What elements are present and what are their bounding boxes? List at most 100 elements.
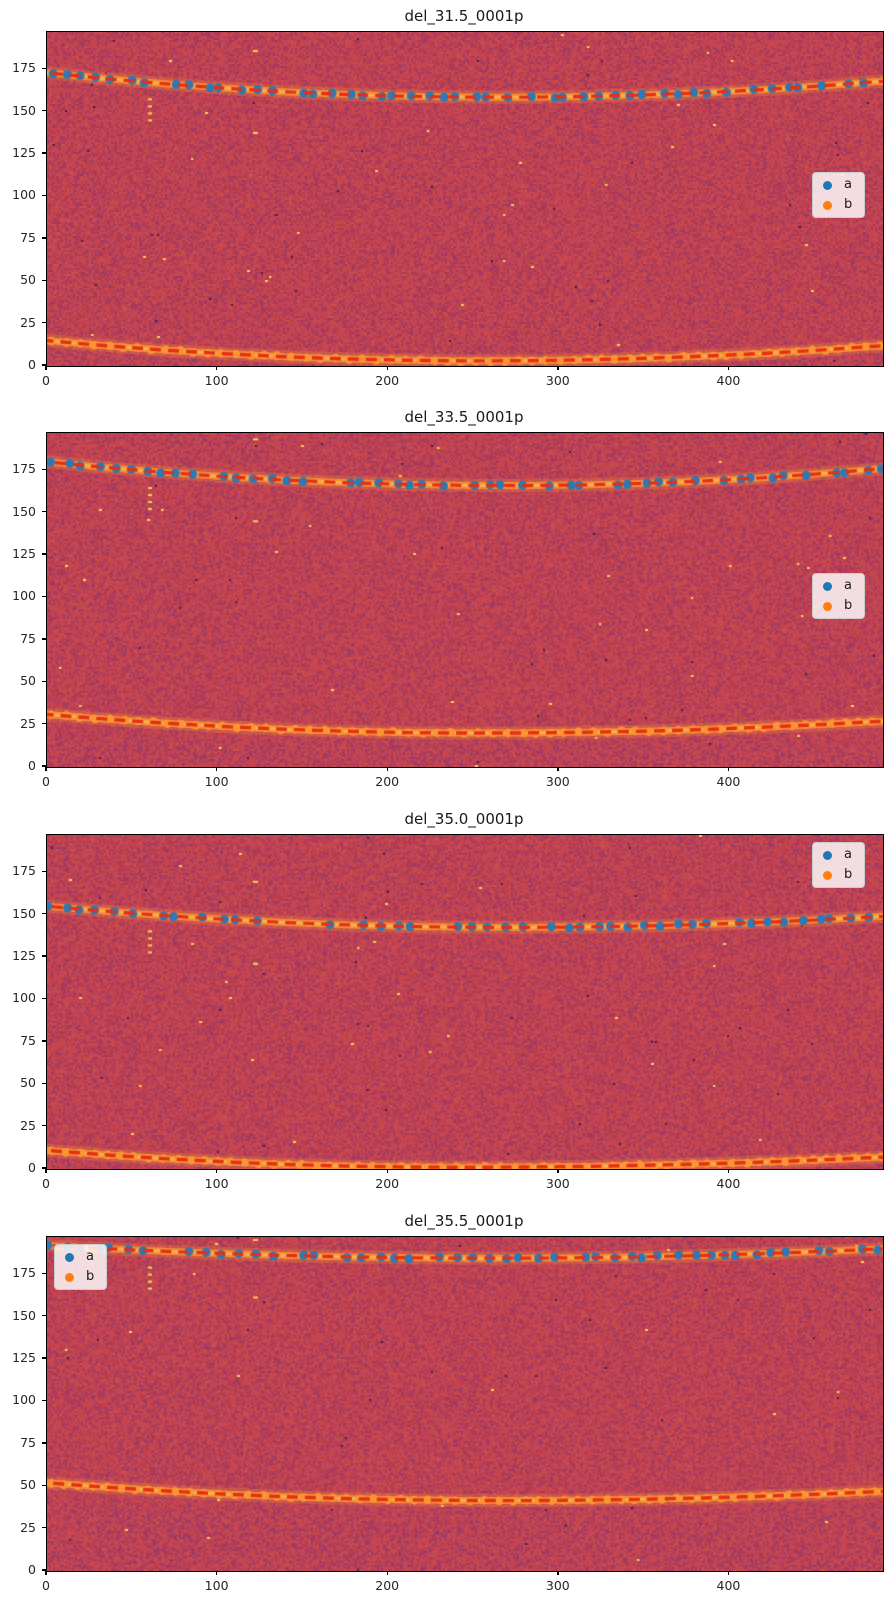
y-tick-mark bbox=[42, 870, 46, 872]
legend-label-b: b bbox=[844, 867, 853, 882]
legend-item-a: a bbox=[823, 579, 852, 593]
x-tick-mark bbox=[557, 1169, 559, 1173]
x-tick-mark bbox=[386, 1169, 388, 1173]
plot-title: del_31.5_0001p bbox=[404, 7, 524, 25]
x-tick-mark bbox=[45, 366, 47, 370]
x-tick-mark bbox=[727, 767, 730, 771]
y-tick-label: 175 bbox=[12, 60, 36, 76]
y-tick-mark bbox=[42, 1124, 46, 1127]
y-tick-mark bbox=[42, 765, 46, 767]
y-tick-label: 125 bbox=[12, 948, 36, 964]
x-tick-mark bbox=[557, 366, 559, 370]
legend-item-b: b bbox=[823, 599, 852, 613]
y-tick-label: 125 bbox=[12, 546, 36, 562]
plot-canvas bbox=[47, 835, 883, 1169]
plot-title: del_33.5_0001p bbox=[404, 408, 524, 426]
y-tick-label: 50 bbox=[20, 673, 36, 689]
y-tick-label: 150 bbox=[12, 1307, 36, 1323]
x-tick-mark bbox=[215, 1571, 218, 1575]
y-tick-mark bbox=[42, 109, 46, 112]
plot-canvas bbox=[47, 32, 883, 366]
x-tick-mark bbox=[386, 1571, 388, 1575]
y-tick-label: 25 bbox=[20, 1519, 36, 1535]
x-tick-mark bbox=[557, 1571, 559, 1575]
plot-title: del_35.0_0001p bbox=[404, 810, 524, 828]
x-tick-mark bbox=[727, 366, 730, 370]
legend-label-a: a bbox=[844, 847, 852, 862]
y-tick-mark bbox=[42, 152, 46, 154]
y-tick-mark bbox=[42, 1569, 46, 1571]
y-tick-mark bbox=[42, 1314, 46, 1317]
x-tick-label: 200 bbox=[375, 1578, 400, 1593]
legend-label-a: a bbox=[844, 177, 852, 192]
y-tick-label: 50 bbox=[20, 1477, 36, 1493]
y-tick-mark bbox=[42, 1040, 46, 1042]
y-tick-label: 100 bbox=[12, 588, 36, 604]
axes-area bbox=[46, 834, 884, 1170]
x-tick-mark bbox=[45, 1169, 47, 1173]
y-tick-mark bbox=[42, 680, 46, 682]
legend-item-b: b bbox=[65, 1270, 94, 1284]
y-tick-mark bbox=[42, 321, 46, 324]
y-tick-mark bbox=[42, 1357, 46, 1359]
y-tick-label: 75 bbox=[20, 1032, 36, 1048]
x-tick-label: 100 bbox=[204, 774, 229, 789]
axes-area bbox=[46, 31, 884, 367]
legend-label-b: b bbox=[844, 598, 853, 613]
y-tick-mark bbox=[42, 722, 46, 725]
y-tick-label: 0 bbox=[28, 357, 36, 372]
y-tick-label: 125 bbox=[12, 145, 36, 161]
y-tick-mark bbox=[42, 1399, 46, 1402]
x-tick-label: 0 bbox=[42, 1176, 50, 1191]
x-tick-label: 400 bbox=[716, 1578, 741, 1593]
y-tick-label: 100 bbox=[12, 990, 36, 1006]
y-tick-label: 100 bbox=[12, 187, 36, 203]
plot-canvas bbox=[47, 433, 883, 767]
y-tick-label: 25 bbox=[20, 715, 36, 731]
legend-marker-b-icon bbox=[823, 601, 832, 611]
x-tick-label: 100 bbox=[204, 1578, 229, 1593]
legend-item-a: a bbox=[65, 1250, 94, 1264]
y-tick-mark bbox=[42, 279, 46, 281]
legend-marker-a-icon bbox=[823, 180, 832, 190]
x-tick-mark bbox=[215, 1169, 218, 1173]
x-tick-label: 400 bbox=[716, 373, 741, 388]
x-tick-label: 0 bbox=[42, 774, 50, 789]
y-tick-label: 100 bbox=[12, 1392, 36, 1408]
y-tick-label: 25 bbox=[20, 1117, 36, 1133]
y-tick-mark bbox=[42, 997, 46, 1000]
legend-label-b: b bbox=[844, 197, 853, 212]
axes-area bbox=[46, 432, 884, 768]
legend-label-a: a bbox=[86, 1249, 94, 1264]
legend-marker-a-icon bbox=[823, 850, 832, 860]
y-tick-mark bbox=[42, 67, 46, 69]
x-tick-mark bbox=[727, 1169, 730, 1173]
y-tick-mark bbox=[42, 1272, 46, 1274]
y-tick-mark bbox=[42, 468, 46, 470]
y-tick-label: 175 bbox=[12, 461, 36, 477]
y-tick-mark bbox=[42, 1484, 46, 1486]
x-tick-label: 300 bbox=[545, 1578, 570, 1593]
legend-label-a: a bbox=[844, 578, 852, 593]
y-tick-mark bbox=[42, 1082, 46, 1084]
legend-marker-b-icon bbox=[823, 200, 832, 210]
y-tick-label: 175 bbox=[12, 863, 36, 879]
plot-title: del_35.5_0001p bbox=[404, 1212, 524, 1230]
y-tick-mark bbox=[42, 237, 46, 239]
legend-marker-b-icon bbox=[65, 1272, 74, 1282]
x-tick-label: 100 bbox=[204, 1176, 229, 1191]
y-tick-mark bbox=[42, 955, 46, 957]
y-tick-mark bbox=[42, 595, 46, 598]
x-tick-label: 300 bbox=[545, 373, 570, 388]
y-tick-label: 75 bbox=[20, 630, 36, 646]
axes-area bbox=[46, 1236, 884, 1572]
y-tick-mark bbox=[42, 553, 46, 555]
plot-canvas bbox=[47, 1237, 883, 1571]
y-tick-label: 50 bbox=[20, 1075, 36, 1091]
y-tick-label: 25 bbox=[20, 314, 36, 330]
